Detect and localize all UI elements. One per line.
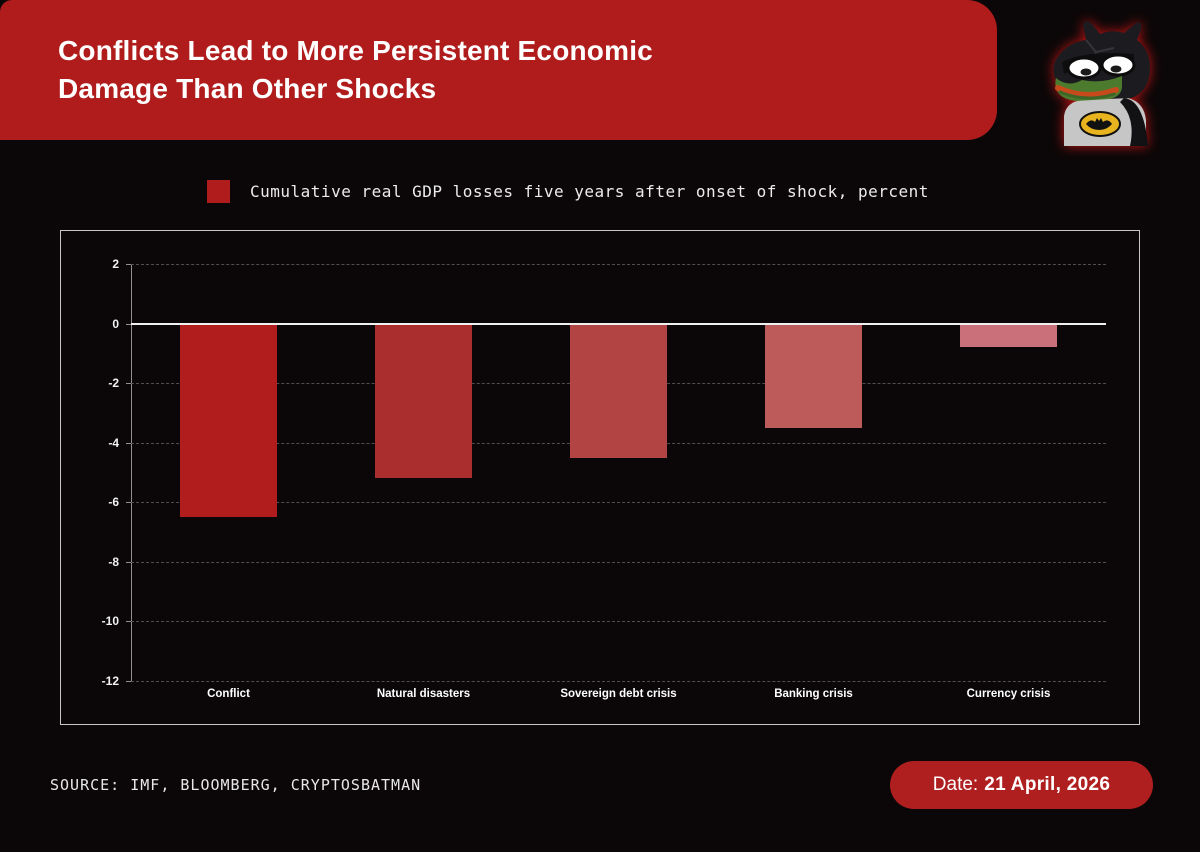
header-banner: Conflicts Lead to More Persistent Econom… — [0, 0, 997, 140]
legend: Cumulative real GDP losses five years af… — [207, 180, 929, 203]
category-labels: Conflict Natural disasters Sovereign debt … — [131, 688, 1106, 700]
gridline — [131, 264, 1106, 265]
bar-currency-crisis — [959, 323, 1058, 348]
legend-swatch — [207, 180, 230, 203]
y-axis-label: -12 — [101, 674, 119, 688]
y-axis-label: 0 — [112, 316, 119, 331]
y-axis-label: -8 — [108, 554, 119, 569]
date-value: 21 April, 2026 — [984, 774, 1111, 795]
category-label: Natural disasters — [376, 688, 471, 700]
y-axis-label: -10 — [101, 614, 119, 629]
date-badge: Date: 21 April, 2026 — [890, 761, 1153, 809]
bar-banking-crisis — [764, 323, 863, 428]
bar-natural-disasters — [374, 323, 473, 479]
date-label: Date: — [932, 774, 979, 795]
y-axis-tick — [126, 442, 131, 444]
plot-area: Conflict Natural disasters Sovereign debt … — [102, 257, 1106, 700]
page-title: Conflicts Lead to More Persistent Econom… — [0, 0, 997, 108]
bar-conflict — [179, 323, 278, 518]
category-label: Currency crisis — [966, 688, 1051, 700]
gridline — [131, 561, 1106, 563]
source-text: SOURCE: IMF, BLOOMBERG, CRYPTOSBATMAN — [50, 776, 422, 794]
y-axis-tick — [126, 264, 131, 265]
y-axis-label: -4 — [108, 435, 119, 450]
batman-pepe-mascot-icon — [1036, 4, 1168, 146]
category-label: Conflict — [207, 688, 250, 700]
y-axis-label: 2 — [112, 257, 119, 271]
zero-line — [131, 322, 1106, 325]
y-axis-label: -2 — [108, 376, 119, 391]
category-label: Banking crisis — [774, 688, 853, 700]
gridline — [131, 621, 1106, 623]
gridline — [131, 681, 1106, 682]
y-axis-tick — [126, 383, 131, 385]
y-axis-tick — [126, 681, 131, 682]
y-axis-tick — [126, 502, 131, 504]
bar-sovereign-debt-crisis — [569, 323, 668, 458]
legend-label: Cumulative real GDP losses five years af… — [250, 182, 929, 201]
y-axis-label: -6 — [108, 495, 119, 510]
category-label: Sovereign debt crisis — [560, 688, 677, 700]
y-axis-tick — [126, 561, 131, 563]
y-axis-line — [131, 264, 132, 681]
y-axis-tick — [126, 621, 131, 623]
y-axis-tick — [126, 323, 131, 325]
gridline — [131, 502, 1106, 504]
chart-container: Conflict Natural disasters Sovereign debt … — [60, 230, 1140, 725]
page-title-line2: Damage Than Other Shocks — [58, 73, 437, 104]
page-title-line1: Conflicts Lead to More Persistent Econom… — [58, 35, 653, 66]
